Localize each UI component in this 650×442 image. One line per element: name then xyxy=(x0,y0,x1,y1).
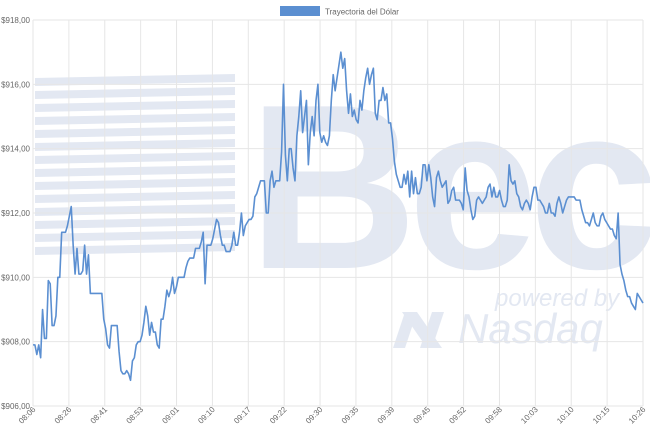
series-line xyxy=(33,51,644,382)
y-tick-label: $918,00 xyxy=(1,16,30,25)
y-tick-label: $916,00 xyxy=(1,80,30,89)
x-tick-label: 09:10 xyxy=(196,405,217,426)
x-tick-label: 09:22 xyxy=(268,405,289,426)
x-tick-label: 08:26 xyxy=(53,405,74,426)
y-tick-label: $912,00 xyxy=(1,209,30,218)
x-tick-label: 09:39 xyxy=(376,405,397,426)
nasdaq-logo-icon xyxy=(393,312,444,348)
x-tick-label: 10:15 xyxy=(591,405,612,426)
x-tick-label: 09:01 xyxy=(160,405,181,426)
x-tick-label: 08:53 xyxy=(125,405,146,426)
y-tick-label: $914,00 xyxy=(1,145,30,154)
chart-grid xyxy=(32,19,644,407)
x-tick-label: 09:30 xyxy=(304,405,325,426)
bec-watermark-logo: Bec powered by Nasdaq xyxy=(35,55,650,352)
x-tick-label: 10:26 xyxy=(627,405,648,426)
x-tick-label: 09:58 xyxy=(483,405,504,426)
legend-label: Trayectoria del Dólar xyxy=(325,8,399,17)
y-tick-label: $906,00 xyxy=(1,402,30,411)
series-layer xyxy=(33,51,644,382)
x-tick-label: 09:45 xyxy=(412,405,433,426)
watermark-brand-text: Bec xyxy=(248,55,650,318)
x-tick-label: 08:41 xyxy=(89,405,110,426)
x-axis-tick-labels: 08:06 08:26 08:41 08:53 09:01 09:10 09:17 09:22… xyxy=(17,405,648,426)
x-tick-label: 10:10 xyxy=(555,405,576,426)
watermark-stripes-graphic xyxy=(35,74,235,255)
y-axis-tick-labels: $906,00 $908,00 $910,00 $912,00 $914,00 $916,… xyxy=(1,16,30,411)
watermark-tagline-text: powered by xyxy=(494,285,621,312)
x-tick-label: 09:35 xyxy=(340,405,361,426)
x-tick-label: 09:52 xyxy=(447,405,468,426)
legend-swatch xyxy=(280,6,320,16)
x-tick-label: 09:17 xyxy=(232,405,253,426)
x-tick-label: 10:03 xyxy=(519,405,540,426)
chart-legend[interactable]: Trayectoria del Dólar xyxy=(280,6,399,17)
y-tick-label: $908,00 xyxy=(1,338,30,347)
y-tick-label: $910,00 xyxy=(1,273,30,282)
watermark-company-text: Nasdaq xyxy=(458,305,603,352)
